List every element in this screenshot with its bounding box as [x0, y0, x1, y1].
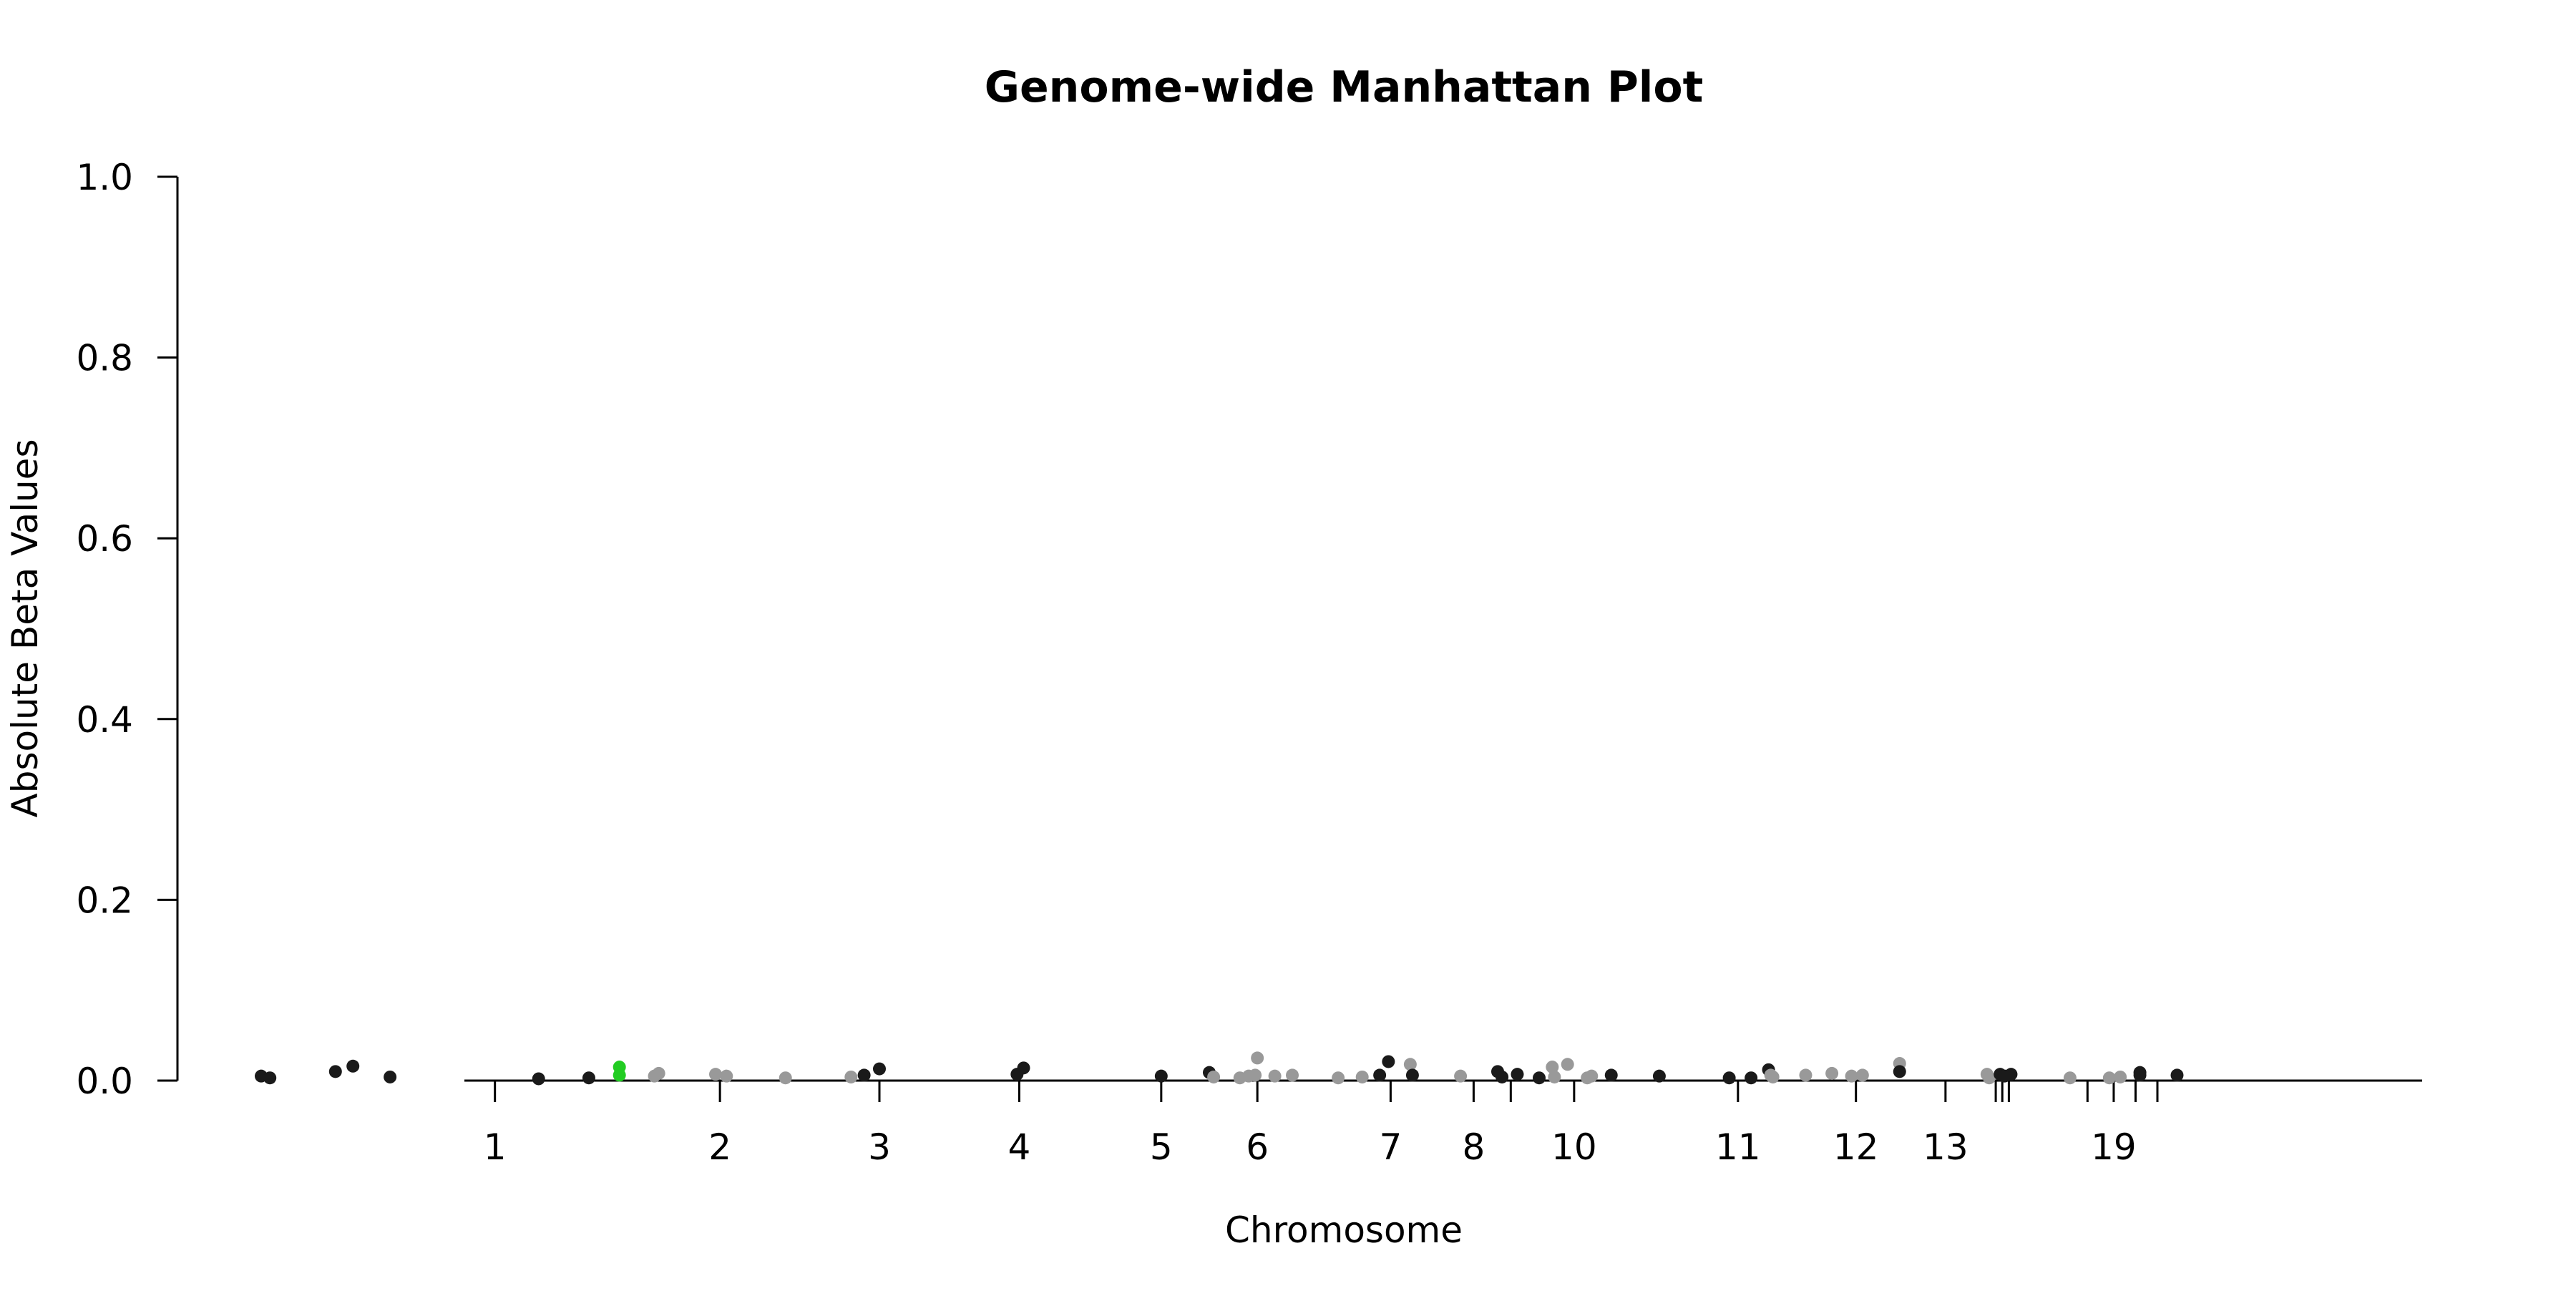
data-point	[1652, 1069, 1666, 1083]
x-tick-label: 5	[1150, 1126, 1173, 1168]
data-point	[1548, 1070, 1561, 1083]
data-point	[1355, 1070, 1369, 1083]
data-points	[255, 1051, 2184, 1086]
data-point	[346, 1059, 360, 1073]
data-point	[1403, 1058, 1417, 1071]
data-point	[2063, 1071, 2077, 1085]
data-point	[652, 1066, 665, 1080]
x-tick-label: 11	[1715, 1126, 1761, 1168]
data-point	[384, 1070, 397, 1083]
data-point	[2133, 1068, 2147, 1082]
data-point	[779, 1071, 792, 1085]
data-point	[1382, 1055, 1395, 1068]
y-tick-label: 0.6	[76, 518, 133, 560]
data-point	[1825, 1066, 1839, 1080]
data-point	[872, 1062, 886, 1076]
data-point	[1745, 1071, 1758, 1085]
x-tick-label: 10	[1551, 1126, 1597, 1168]
data-point	[1982, 1071, 1996, 1085]
data-point	[1405, 1068, 1419, 1082]
data-point	[1268, 1069, 1282, 1083]
data-point	[720, 1069, 733, 1083]
x-tick-label: 1	[484, 1126, 507, 1168]
data-point	[2004, 1068, 2018, 1081]
x-tick-label: 2	[708, 1126, 731, 1168]
x-tick-label: 7	[1379, 1126, 1402, 1168]
y-ticks: 0.0 0.2 0.4 0.6 0.8 1.0	[76, 157, 177, 1102]
data-point	[328, 1065, 342, 1078]
x-tick-label: 13	[1923, 1126, 1968, 1168]
data-point	[1496, 1070, 1509, 1083]
data-point	[1845, 1069, 1858, 1083]
x-tick-label: 8	[1463, 1126, 1485, 1168]
data-point	[1604, 1068, 1618, 1082]
data-point	[582, 1071, 595, 1085]
data-point	[1561, 1058, 1574, 1071]
data-point	[613, 1068, 626, 1082]
data-point	[1286, 1068, 1299, 1082]
data-point	[1207, 1070, 1221, 1083]
data-point	[1154, 1069, 1168, 1083]
data-point	[1766, 1070, 1780, 1083]
y-tick-label: 1.0	[76, 157, 133, 198]
data-point	[1249, 1068, 1262, 1082]
x-axis-label: Chromosome	[1225, 1209, 1463, 1251]
x-tick-label: 19	[2091, 1126, 2137, 1168]
data-point	[857, 1068, 871, 1082]
data-point	[1893, 1065, 1906, 1078]
data-point	[1373, 1068, 1387, 1082]
data-point	[2114, 1070, 2127, 1083]
data-point	[1546, 1061, 1559, 1074]
data-point	[532, 1072, 545, 1086]
data-point	[2102, 1071, 2116, 1085]
x-tick-label: 4	[1008, 1126, 1030, 1168]
data-point	[2170, 1068, 2184, 1082]
chart-title: Genome-wide Manhattan Plot	[985, 62, 1704, 112]
x-tick-label: 12	[1833, 1126, 1879, 1168]
data-point	[1585, 1069, 1599, 1083]
data-point	[1511, 1068, 1524, 1081]
x-tick-label: 6	[1246, 1126, 1269, 1168]
data-point	[1454, 1069, 1468, 1083]
data-point	[709, 1068, 723, 1081]
x-tick-label: 3	[868, 1126, 891, 1168]
data-point	[1332, 1071, 1345, 1085]
y-tick-label: 0.8	[76, 338, 133, 379]
data-point	[1533, 1071, 1546, 1085]
y-tick-label: 0.0	[76, 1061, 133, 1102]
data-point	[263, 1071, 277, 1085]
data-point	[1722, 1071, 1736, 1085]
data-point	[1251, 1051, 1264, 1065]
y-axis-label: Absolute Beta Values	[4, 439, 46, 818]
data-point	[844, 1070, 858, 1083]
data-point	[1017, 1061, 1030, 1075]
y-tick-label: 0.4	[76, 699, 133, 741]
x-ticks: 1 2 3 4 5 6 7 8 10 11 12 13 19	[484, 1081, 2159, 1168]
y-tick-label: 0.2	[76, 880, 133, 921]
data-point	[1799, 1068, 1813, 1082]
data-point	[1855, 1068, 1869, 1082]
